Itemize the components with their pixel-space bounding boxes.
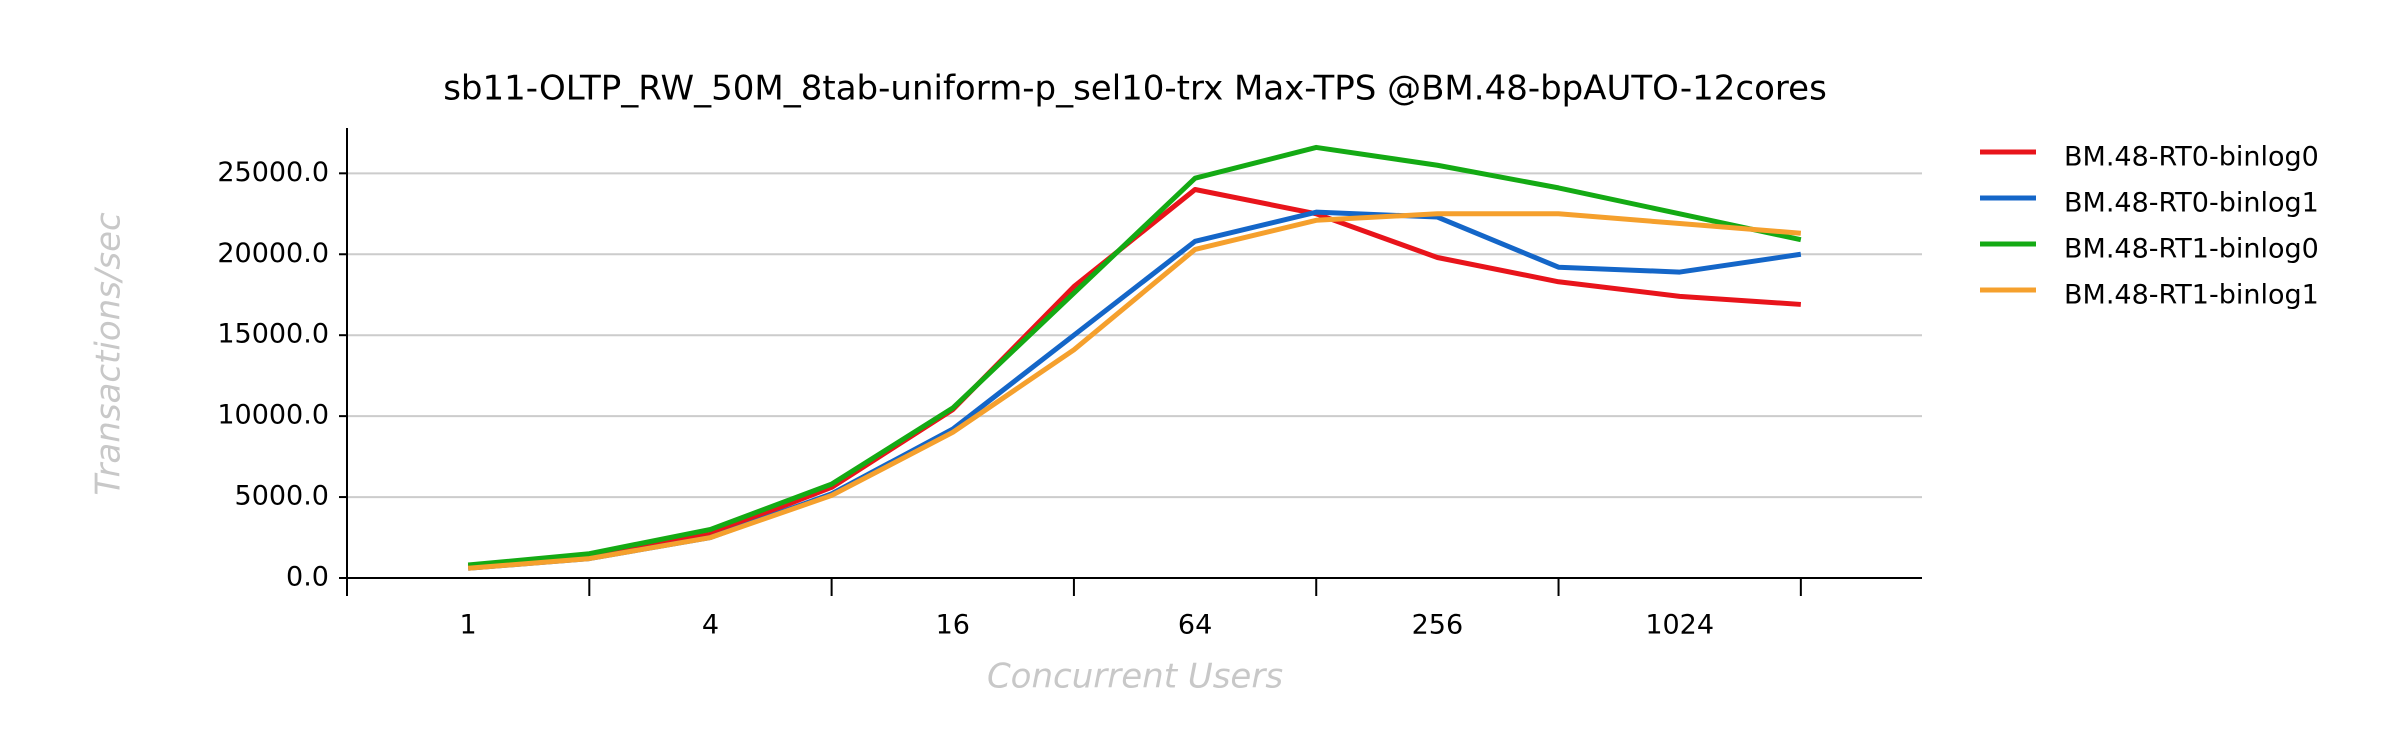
y-tick-label: 5000.0 bbox=[235, 481, 329, 512]
series-line bbox=[467, 209, 1802, 571]
x-tick-label: 256 bbox=[1412, 610, 1464, 641]
y-tick-label: 15000.0 bbox=[217, 319, 329, 350]
legend-label: BM.48-RT0-binlog1 bbox=[2064, 188, 2319, 219]
y-tick-label: 0.0 bbox=[286, 562, 329, 593]
y-tick-label: 25000.0 bbox=[217, 157, 329, 188]
x-tick-label: 1024 bbox=[1645, 610, 1714, 641]
x-axis-title: Concurrent Users bbox=[987, 657, 1283, 697]
x-tick-label: 16 bbox=[936, 610, 970, 641]
series-line bbox=[467, 211, 1802, 571]
series-line bbox=[467, 187, 1802, 570]
x-tick-label: 1 bbox=[460, 610, 477, 641]
series-line bbox=[467, 144, 1802, 568]
legend-label: BM.48-RT1-binlog0 bbox=[2064, 234, 2319, 265]
y-tick-label: 20000.0 bbox=[217, 238, 329, 269]
y-axis-title: Transactions/sec bbox=[89, 212, 129, 496]
chart-title: sb11-OLTP_RW_50M_8tab-uniform-p_sel10-tr… bbox=[443, 69, 1827, 109]
x-tick-label: 64 bbox=[1178, 610, 1212, 641]
x-tick-label: 4 bbox=[702, 610, 719, 641]
legend-label: BM.48-RT0-binlog0 bbox=[2064, 142, 2319, 173]
y-tick-label: 10000.0 bbox=[217, 400, 329, 431]
legend-label: BM.48-RT1-binlog1 bbox=[2064, 280, 2319, 311]
